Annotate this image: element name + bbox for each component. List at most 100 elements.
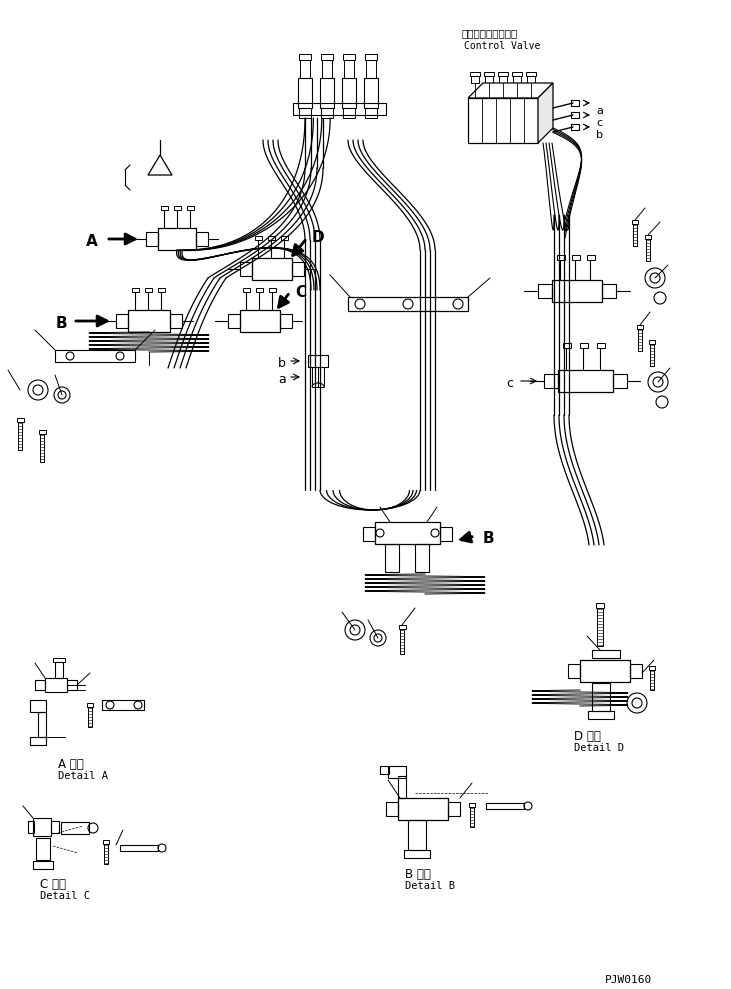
Bar: [470, 807, 474, 827]
Bar: [385, 544, 399, 572]
Bar: [343, 108, 355, 118]
Bar: [365, 108, 377, 118]
Bar: [146, 232, 158, 246]
Bar: [526, 72, 536, 76]
Bar: [380, 766, 389, 774]
Polygon shape: [148, 155, 172, 175]
Bar: [571, 100, 579, 106]
Bar: [120, 845, 158, 851]
Bar: [448, 802, 460, 816]
Bar: [568, 664, 580, 678]
Bar: [388, 766, 406, 778]
Bar: [145, 288, 152, 292]
Bar: [17, 418, 23, 422]
Bar: [580, 660, 630, 682]
Text: D: D: [312, 230, 325, 245]
Text: コントロールバルブ: コントロールバルブ: [462, 28, 518, 38]
Text: B 詳細: B 詳細: [405, 868, 431, 881]
Bar: [486, 803, 524, 809]
Bar: [18, 422, 23, 450]
Bar: [552, 280, 602, 302]
Bar: [415, 544, 429, 572]
Text: a: a: [596, 106, 603, 116]
Bar: [28, 821, 34, 833]
Bar: [485, 76, 493, 83]
Bar: [174, 206, 181, 210]
Bar: [104, 844, 108, 863]
Bar: [571, 112, 579, 118]
Bar: [33, 861, 53, 869]
Bar: [557, 255, 565, 260]
Bar: [649, 666, 655, 670]
Bar: [51, 821, 59, 833]
Bar: [404, 850, 430, 858]
Bar: [61, 822, 89, 834]
Bar: [243, 288, 250, 292]
Bar: [344, 60, 354, 78]
Bar: [572, 255, 580, 260]
Bar: [268, 236, 275, 240]
Text: PJW0160: PJW0160: [605, 975, 652, 985]
Polygon shape: [468, 98, 538, 143]
Bar: [512, 72, 522, 76]
Bar: [588, 711, 614, 719]
Text: b: b: [596, 130, 603, 140]
Bar: [513, 76, 521, 83]
Text: C 詳細: C 詳細: [40, 878, 66, 891]
Bar: [88, 706, 92, 727]
Bar: [571, 124, 579, 130]
Bar: [602, 284, 616, 298]
Bar: [398, 776, 406, 798]
Bar: [299, 54, 311, 60]
Text: Detail A: Detail A: [58, 771, 108, 781]
Text: B: B: [56, 316, 68, 331]
Bar: [322, 60, 332, 78]
Bar: [408, 820, 426, 850]
Bar: [299, 108, 311, 118]
Bar: [645, 235, 651, 238]
Bar: [312, 367, 318, 387]
Polygon shape: [538, 83, 553, 143]
Bar: [256, 288, 263, 292]
Text: C: C: [295, 285, 306, 300]
Bar: [281, 236, 288, 240]
Bar: [38, 712, 46, 737]
Bar: [36, 838, 50, 860]
Bar: [67, 680, 77, 690]
Bar: [633, 224, 637, 245]
Bar: [613, 374, 627, 388]
Bar: [293, 103, 386, 115]
Text: Detail C: Detail C: [40, 891, 90, 901]
Bar: [45, 678, 67, 692]
Bar: [158, 228, 196, 250]
Bar: [170, 314, 182, 328]
Text: A: A: [86, 234, 98, 249]
Bar: [342, 78, 356, 108]
Bar: [498, 72, 508, 76]
Bar: [630, 664, 642, 678]
Bar: [102, 700, 144, 710]
Bar: [187, 206, 194, 210]
Bar: [128, 310, 170, 332]
Bar: [321, 54, 333, 60]
Bar: [470, 72, 480, 76]
Bar: [597, 608, 603, 646]
Bar: [103, 840, 109, 844]
Bar: [386, 802, 398, 816]
Bar: [592, 683, 610, 711]
Bar: [318, 367, 324, 387]
Bar: [269, 288, 276, 292]
Text: c: c: [596, 118, 602, 128]
Text: c: c: [506, 377, 513, 390]
Bar: [484, 72, 494, 76]
Bar: [471, 76, 479, 83]
Bar: [158, 288, 165, 292]
Polygon shape: [468, 83, 553, 98]
Bar: [363, 527, 375, 541]
Text: Detail D: Detail D: [574, 743, 624, 753]
Bar: [365, 54, 377, 60]
Bar: [440, 527, 452, 541]
Bar: [116, 314, 128, 328]
Bar: [646, 238, 650, 260]
Text: B: B: [483, 531, 495, 546]
